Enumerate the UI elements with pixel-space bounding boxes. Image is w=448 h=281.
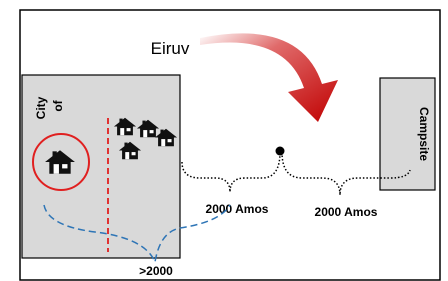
distance-label: 2000 Amos — [315, 205, 378, 219]
of-label: of — [51, 99, 65, 111]
city-label: City — [34, 96, 48, 119]
campsite-label: Campsite — [417, 107, 431, 161]
point — [276, 147, 285, 156]
diagram: City of Campsite Eiruv 2000 Amos 2000 Am… — [0, 0, 448, 281]
distance-label: 2000 Amos — [206, 202, 269, 216]
distance-label: >2000 — [139, 264, 173, 278]
eiruv-label: Eiruv — [151, 39, 190, 58]
